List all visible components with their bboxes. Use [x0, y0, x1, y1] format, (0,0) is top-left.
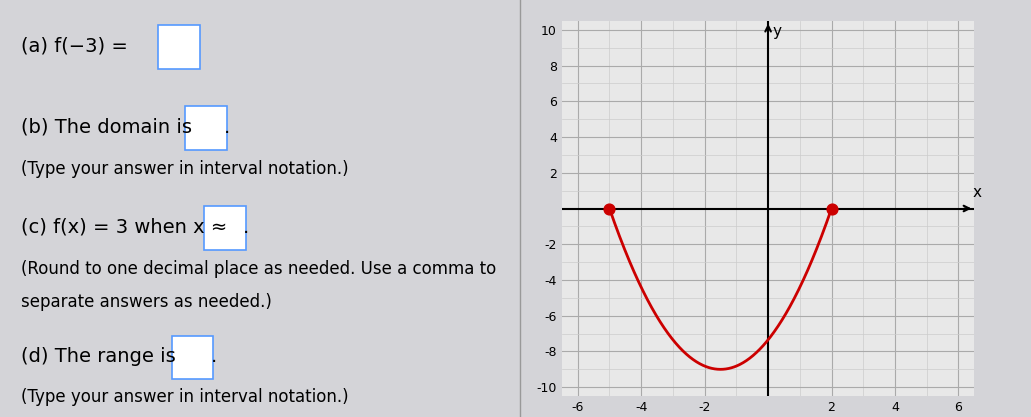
- Text: (Round to one decimal place as needed. Use a comma to: (Round to one decimal place as needed. U…: [22, 260, 497, 278]
- Text: (d) The range is: (d) The range is: [22, 347, 182, 366]
- Text: .: .: [224, 118, 230, 137]
- Point: [824, 205, 840, 212]
- FancyBboxPatch shape: [204, 206, 245, 250]
- Text: (a) f(−3) =: (a) f(−3) =: [22, 36, 135, 55]
- Point: [601, 205, 618, 212]
- Text: x: x: [972, 186, 982, 201]
- FancyBboxPatch shape: [185, 106, 227, 150]
- Text: (b) The domain is: (b) The domain is: [22, 118, 199, 137]
- Text: .: .: [210, 347, 217, 366]
- Text: .: .: [243, 218, 250, 237]
- Text: (Type your answer in interval notation.): (Type your answer in interval notation.): [22, 388, 350, 406]
- FancyBboxPatch shape: [171, 336, 213, 379]
- Text: (Type your answer in interval notation.): (Type your answer in interval notation.): [22, 160, 350, 178]
- Text: separate answers as needed.): separate answers as needed.): [22, 293, 272, 311]
- Text: y: y: [773, 25, 781, 40]
- Text: (c) f(x) = 3 when x ≈: (c) f(x) = 3 when x ≈: [22, 218, 234, 237]
- FancyBboxPatch shape: [158, 25, 200, 69]
